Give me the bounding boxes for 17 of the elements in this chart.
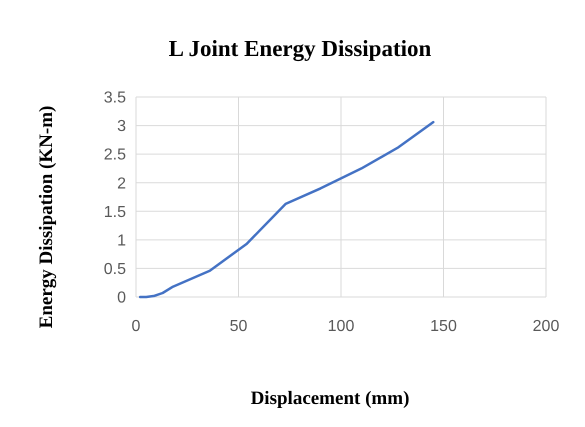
y-tick-label: 2 — [117, 175, 126, 192]
x-tick-label: 200 — [532, 318, 560, 335]
y-tick-label: 1.5 — [104, 204, 126, 221]
y-tick-label: 0 — [117, 290, 126, 307]
chart-title: L Joint Energy Dissipation — [168, 36, 432, 62]
x-tick-label: 100 — [328, 318, 354, 335]
y-tick-label: 3.5 — [104, 90, 126, 107]
x-tick-label: 0 — [132, 318, 141, 335]
line-series — [138, 120, 434, 298]
y-axis-title: Energy Dissipation (KN-m) — [36, 106, 57, 328]
y-tick-label: 0.5 — [104, 261, 126, 278]
x-axis-title: Displacement (mm) — [250, 388, 410, 409]
y-tick-label: 3 — [117, 118, 126, 136]
y-tick-label: 2.5 — [104, 146, 126, 164]
x-tick-label: 50 — [230, 318, 248, 335]
x-tick-label: 150 — [430, 318, 457, 335]
y-tick-label: 1 — [117, 232, 126, 250]
